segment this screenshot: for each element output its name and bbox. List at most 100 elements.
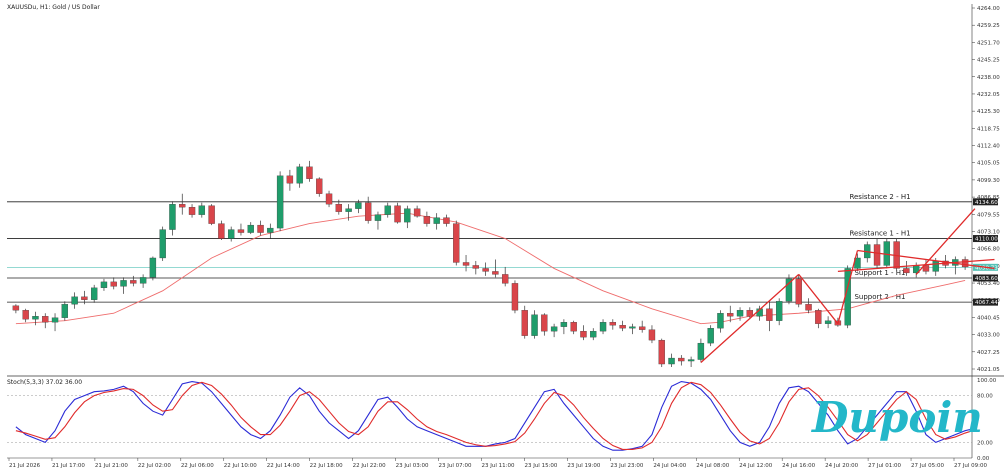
time-tick-label: 27 Jul 01:00 [868, 463, 901, 469]
candle-body [570, 322, 577, 332]
candle-body [42, 316, 49, 323]
candle-body [423, 215, 431, 224]
time-tick-label: 24 Jul 12:00 [739, 463, 772, 469]
level-price-text: 4067.44 [975, 300, 998, 306]
candle-body [374, 214, 382, 221]
candle-body [110, 281, 117, 287]
candle-body [736, 310, 744, 317]
time-tick-label: 27 Jul 05:00 [911, 463, 944, 469]
candle-body [922, 265, 930, 272]
time-tick-label: 24 Jul 04:00 [653, 463, 686, 469]
candle-body [100, 281, 108, 288]
candle-body [296, 166, 303, 184]
level-price-tag [973, 198, 998, 206]
candle-body [462, 262, 470, 266]
candle-body [149, 257, 157, 278]
trendline [915, 208, 976, 275]
time-tick-label: 23 Jul 11:00 [482, 463, 515, 469]
price-tick-label: 4251.70 [977, 40, 1000, 46]
moving-average [15, 212, 966, 325]
candle-body [492, 271, 499, 275]
candle-body [648, 329, 656, 341]
candle-body [619, 325, 626, 329]
candle-body [727, 313, 734, 317]
candles [12, 160, 969, 368]
candle-body [159, 229, 166, 259]
time-axis[interactable]: 21 Jul 2026 21 Jul 17:00 21 Jul 21:00 22 Ju… [8, 458, 987, 469]
candle-body [687, 359, 695, 362]
price-tick-label: 4099.30 [977, 178, 1000, 184]
candle-body [120, 280, 127, 287]
candle-body [824, 320, 832, 324]
trendline [837, 258, 995, 273]
level-price-text: 4110.00 [975, 237, 998, 243]
candle-body [746, 310, 754, 317]
price-tick-label: 4112.40 [977, 144, 1000, 150]
stochastic-panel: 100.00 80.00 20.00 0.00 [7, 378, 997, 462]
time-tick-label: 23 Jul 19:00 [567, 463, 600, 469]
price-tick-label: 4079.55 [977, 212, 1000, 218]
time-tick-label: 23 Jul 07:00 [439, 463, 472, 469]
level-label: Resistance 2 - H1 [849, 193, 910, 201]
candle-body [179, 204, 186, 208]
candle-body [443, 217, 450, 224]
stoch-tick-label: 0.00 [977, 456, 990, 462]
current-price-text: 4090.73 [975, 265, 998, 271]
candle-body [638, 326, 646, 330]
trendline [857, 249, 995, 270]
candle-body [560, 322, 568, 327]
price-tick-label: 4264.00 [977, 6, 1000, 12]
price-tick-label: 4033.00 [977, 333, 1000, 339]
candle-body [550, 326, 558, 332]
candle-body [404, 208, 411, 223]
candle-body [316, 178, 323, 194]
candle-body [130, 280, 137, 284]
candle-body [139, 277, 147, 284]
candle-body [188, 207, 196, 215]
candle-body [629, 326, 636, 329]
candle-body [227, 229, 235, 239]
time-tick-label: 22 Jul 02:00 [138, 463, 171, 469]
time-tick-label: 22 Jul 18:00 [310, 463, 343, 469]
candle-body [609, 322, 617, 326]
candle-body [364, 202, 372, 221]
price-tick-label: 4245.25 [977, 58, 1000, 64]
candle-body [218, 223, 225, 239]
price-tick-label: 4105.05 [977, 161, 1000, 167]
price-tick-label: 4259.25 [977, 23, 1000, 29]
time-tick-label: 21 Jul 2026 [9, 463, 41, 469]
candle-body [22, 310, 29, 320]
chart-header: XAUUSDu, H1: Gold / US Dollar [7, 4, 100, 11]
candle-body [71, 296, 78, 305]
candle-body [12, 305, 20, 311]
candle-body [208, 205, 215, 224]
candle-body [766, 308, 773, 321]
price-tick-label: 4027.25 [977, 350, 1000, 356]
time-tick-label: 23 Jul 03:00 [396, 463, 429, 469]
candle-body [90, 287, 98, 300]
candle-body [873, 244, 881, 266]
price-tick-label: 4021.05 [977, 367, 1000, 373]
candle-body [815, 310, 822, 324]
time-tick-label: 21 Jul 21:00 [95, 463, 128, 469]
candle-body [599, 322, 607, 332]
level-price-text: 4083.60 [975, 276, 998, 282]
candle-body [276, 175, 284, 229]
candle-body [81, 296, 88, 300]
candle-body [658, 339, 665, 365]
time-tick-label: 22 Jul 22:00 [353, 463, 386, 469]
candle-body [198, 205, 206, 215]
level-price-tag [973, 235, 998, 243]
time-tick-label: 21 Jul 17:00 [52, 463, 85, 469]
stoch-tick-label: 80.00 [977, 394, 993, 400]
indicator-label: Stoch(5,3,3) 37.02 36.00 [7, 379, 82, 386]
candle-body [717, 313, 724, 329]
candle-body [237, 229, 245, 233]
brand-logo: Dupoin [811, 393, 983, 442]
stoch-tick-label: 20.00 [977, 440, 993, 446]
price-tick-label: 4118.75 [977, 126, 1000, 132]
candle-body [795, 278, 802, 305]
price-axis[interactable]: 4264.00 4259.25 4251.70 4245.25 4238.00 4232.… [7, 4, 1004, 459]
candle-body [257, 224, 264, 233]
